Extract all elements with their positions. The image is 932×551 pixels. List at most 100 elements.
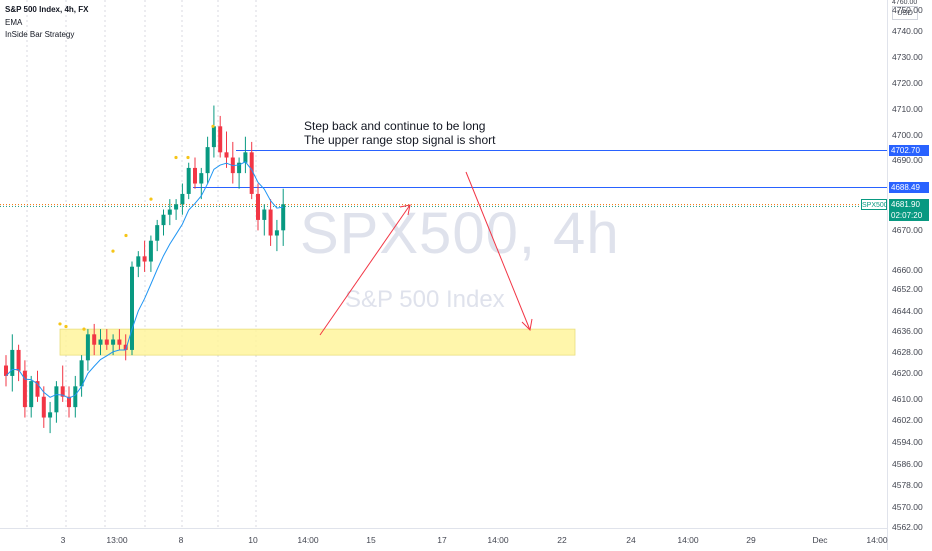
time-tick-label: 14:00 xyxy=(677,535,699,545)
candle-body xyxy=(111,339,116,345)
signal-marker xyxy=(111,249,115,253)
candle-body xyxy=(205,147,210,174)
price-tick-label: 4670.00 xyxy=(892,225,923,235)
price-tick-label: 4644.00 xyxy=(892,306,923,316)
price-tick-label: 4710.00 xyxy=(892,104,923,114)
price-tick-label: 4610.00 xyxy=(892,394,923,404)
price-badge-upper: 4702.70 xyxy=(889,145,929,156)
candle-body xyxy=(174,204,179,210)
candle-body xyxy=(98,339,103,345)
candle-body xyxy=(48,412,53,418)
candle-body xyxy=(193,167,197,184)
signal-marker xyxy=(149,197,153,201)
candle-body xyxy=(148,240,153,262)
demand-zone xyxy=(59,328,576,356)
time-tick-label: 24 xyxy=(626,535,636,545)
signal-marker xyxy=(82,327,86,331)
time-tick-label: 14:00 xyxy=(487,535,509,545)
price-tick-label: 4628.00 xyxy=(892,347,923,357)
ema-line xyxy=(5,161,284,399)
candle-body xyxy=(237,162,242,174)
candle-body xyxy=(161,214,166,226)
price-badge-countdown: 02:07:20 xyxy=(889,210,929,221)
candle-body xyxy=(243,152,248,163)
time-tick-label: 8 xyxy=(178,535,184,545)
candle-body xyxy=(60,386,65,397)
price-tick-label: 4730.00 xyxy=(892,52,923,62)
candle-body xyxy=(281,204,286,231)
price-tick-label: 4570.00 xyxy=(892,502,923,512)
time-tick-label: 14:00 xyxy=(866,535,888,545)
time-tick-label: 14:00 xyxy=(297,535,319,545)
time-tick-label: 15 xyxy=(366,535,376,545)
price-tick-label: 4562.00 xyxy=(892,522,923,532)
candle-body xyxy=(10,349,15,376)
candle-body xyxy=(117,339,122,345)
candle-body xyxy=(4,365,8,376)
watermark-name: S&P 500 Index xyxy=(345,286,505,313)
price-tick-label: 4594.00 xyxy=(892,437,923,447)
candle-body xyxy=(199,173,204,184)
price-tick-label: 4602.00 xyxy=(892,415,923,425)
signal-marker xyxy=(58,322,62,326)
candle-body xyxy=(130,266,134,350)
price-tick-label: 4750.00 xyxy=(892,5,923,15)
annotation-line-2[interactable]: The upper range stop signal is short xyxy=(304,133,496,147)
chart-canvas[interactable]: SPX500, 4h S&P 500 Index S&P 500 Index, … xyxy=(0,0,888,528)
candle-body xyxy=(22,370,27,408)
price-tick-label: 4740.00 xyxy=(892,26,923,36)
signal-marker xyxy=(124,233,128,238)
time-tick-label: 17 xyxy=(437,535,447,545)
candle-body xyxy=(256,193,260,220)
candle-body xyxy=(218,126,223,153)
price-chart[interactable] xyxy=(0,0,887,528)
candle-body xyxy=(29,381,34,408)
short-arrow xyxy=(465,171,531,331)
price-tick-label: 4720.00 xyxy=(892,78,923,88)
candle-body xyxy=(92,334,97,345)
candle-body xyxy=(41,396,46,418)
signal-marker xyxy=(174,155,178,160)
candle-body xyxy=(104,339,109,345)
price-tick-label: 4660.00 xyxy=(892,265,923,275)
candle-body xyxy=(155,225,160,241)
candle-body xyxy=(142,256,147,262)
candle-body xyxy=(136,256,141,267)
price-tick-label: 4578.00 xyxy=(892,480,923,490)
long-arrow xyxy=(319,204,411,336)
time-tick-label: 10 xyxy=(248,535,258,545)
price-tick-label: 4620.00 xyxy=(892,368,923,378)
candle-body xyxy=(224,152,229,158)
candle-body xyxy=(180,193,185,205)
candle-body xyxy=(262,209,267,220)
currency-label[interactable]: USD xyxy=(892,6,918,20)
candle-body xyxy=(186,167,191,194)
candle-body xyxy=(274,230,279,236)
candle-body xyxy=(211,126,216,148)
annotation-line-1[interactable]: Step back and continue to be long xyxy=(304,119,486,133)
time-tick-label: 22 xyxy=(557,535,567,545)
candle-body xyxy=(85,334,90,361)
time-tick-label: 29 xyxy=(746,535,756,545)
price-tick-label: 4652.00 xyxy=(892,284,923,294)
candle-body xyxy=(35,381,40,397)
time-axis[interactable]: 3 13:00 8 10 14:00 15 17 14:00 22 24 14:00 29 Dec 14:… xyxy=(0,528,888,551)
candle-body xyxy=(16,349,21,371)
candle-body xyxy=(167,209,172,215)
legend-strategy[interactable]: InSide Bar Strategy xyxy=(5,30,75,39)
candle-body xyxy=(73,386,78,408)
candle-body xyxy=(123,344,128,350)
time-tick-label: 3 xyxy=(60,535,66,545)
price-tick-label: 4586.00 xyxy=(892,459,923,469)
candle-body xyxy=(54,386,59,413)
price-axis[interactable]: 4760.00 USD 4750.00 4740.00 4730.00 4720.00… xyxy=(887,0,932,550)
price-tick-label: 4636.00 xyxy=(892,326,923,336)
long-arrow-head xyxy=(399,204,411,216)
watermark-symbol: SPX500, 4h xyxy=(300,201,620,266)
legend-ema[interactable]: EMA xyxy=(5,18,23,27)
time-tick-label: Dec xyxy=(812,535,828,545)
legend-title[interactable]: S&P 500 Index, 4h, FX xyxy=(5,5,89,14)
symbol-label: SPX500 xyxy=(861,199,888,210)
signal-marker xyxy=(211,124,215,128)
price-label-top: 4760.00 xyxy=(892,0,918,6)
